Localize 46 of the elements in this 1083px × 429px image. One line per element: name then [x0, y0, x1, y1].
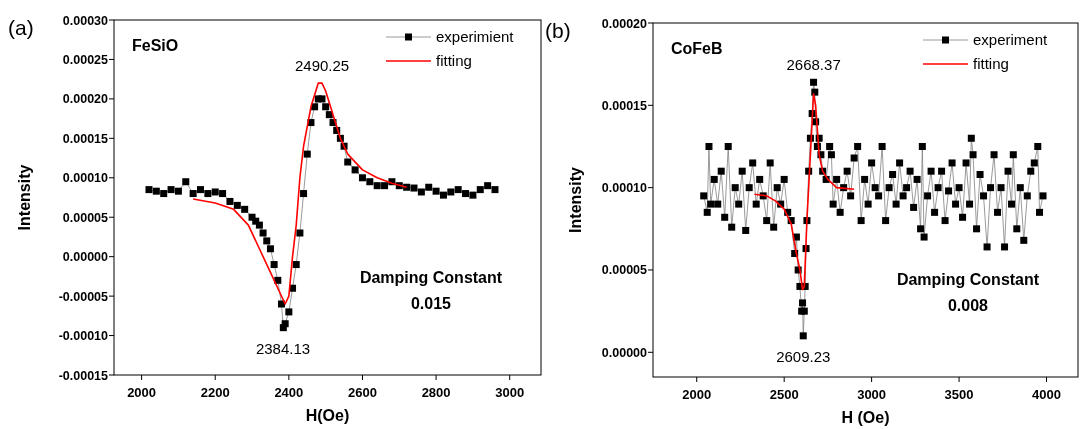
x-tick-label: 3000 [495, 385, 525, 400]
text: (a) [8, 16, 34, 39]
y-tick-label: 0.00015 [601, 98, 648, 113]
y-tick-label: 0.00005 [62, 210, 109, 225]
y-axis-title: Intensity [16, 164, 33, 231]
x-tick-label: 2600 [348, 385, 377, 400]
x-tick-label: 3500 [944, 387, 974, 402]
y-tick-label: 0.00000 [601, 345, 648, 360]
text: FeSiO [132, 37, 179, 54]
text: (b) [545, 19, 571, 42]
x-axis-title: H (Oe) [841, 409, 890, 426]
annotation: Damping Constant [359, 269, 503, 286]
annotation: 2384.13 [255, 339, 311, 357]
x-tick-label: 4000 [1032, 387, 1061, 402]
y-axis-title: Intensity [567, 167, 584, 233]
annotation: Damping Constant [896, 271, 1040, 288]
y-tick-label: 0.00030 [62, 13, 109, 28]
legend-label: experimient [436, 28, 515, 45]
y-tick-label: 0.00025 [62, 52, 109, 67]
legend-label: experiment [973, 31, 1049, 48]
y-tick-label: 0.00020 [62, 92, 109, 107]
y-tick-label: -0.00010 [58, 329, 109, 344]
annotation: 0.008 [947, 297, 989, 314]
y-tick-label: 0.00000 [62, 250, 109, 265]
annotation: 2668.37 [786, 56, 841, 74]
annotation: 2490.25 [294, 57, 350, 75]
x-tick-label: 2200 [200, 385, 230, 400]
y-tick-label: -0.00015 [58, 368, 109, 383]
y-tick-label: 0.00005 [601, 263, 648, 278]
y-tick-label: -0.00005 [58, 289, 109, 304]
x-tick-label: 2000 [127, 385, 157, 400]
y-tick-label: 0.00010 [62, 171, 109, 186]
y-tick-label: 0.00020 [601, 16, 648, 31]
annotation: 2609.23 [776, 347, 831, 365]
x-tick-label: 2500 [769, 387, 799, 402]
text: CoFeB [671, 40, 723, 57]
x-tick-label: 3000 [857, 387, 887, 402]
x-tick-label: 2400 [274, 385, 304, 400]
x-tick-label: 2000 [682, 387, 712, 402]
legend-label: fitting [436, 52, 472, 69]
x-tick-label: 2800 [421, 385, 451, 400]
annotation: 0.015 [410, 295, 452, 312]
y-tick-label: 0.00015 [62, 131, 109, 146]
legend-label: fitting [973, 55, 1009, 72]
x-axis-title: H(Oe) [305, 407, 350, 424]
y-tick-label: 0.00010 [601, 181, 648, 196]
